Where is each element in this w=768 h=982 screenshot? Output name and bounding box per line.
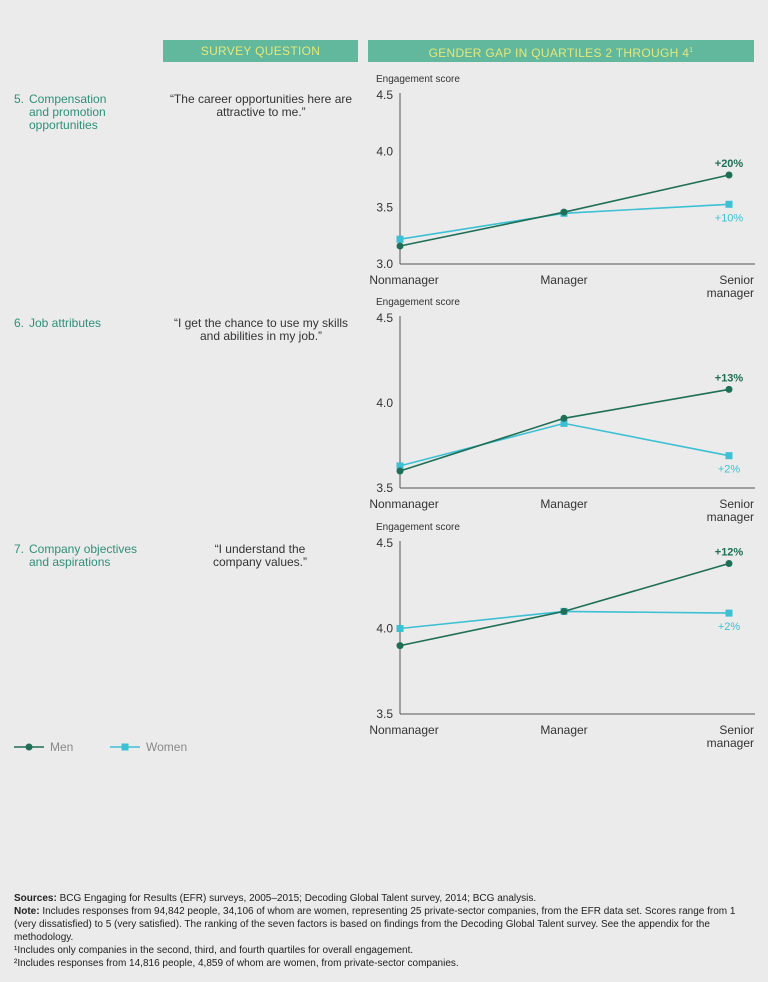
y-tick-label: 4.0 [376, 396, 393, 410]
y-tick-label: 4.5 [376, 311, 393, 325]
x-tick-label: Senior manager [707, 723, 754, 750]
factor-row-7: 7. Company objectives and aspirations [14, 543, 149, 569]
women-marker-icon [110, 743, 140, 751]
y-axis-label: Engagement score [376, 297, 460, 308]
men-point [396, 642, 404, 650]
men-point [560, 414, 568, 422]
sources: Sources: BCG Engaging for Results (EFR) … [14, 892, 754, 905]
note: Note: Includes responses from 94,842 peo… [14, 905, 754, 944]
women-point [396, 235, 404, 243]
women-point [560, 419, 568, 427]
men-point [396, 467, 404, 475]
footnote-marker: 1 [689, 47, 694, 54]
men-point [560, 607, 568, 615]
women-point [396, 625, 404, 632]
women-point [725, 200, 733, 208]
women-gap-label: +2% [718, 464, 741, 476]
men-gap-label: +12% [715, 547, 744, 559]
men-gap-label: +20% [715, 158, 744, 170]
y-tick-label: 3.5 [376, 201, 393, 215]
x-tick-label: Manager [540, 273, 587, 287]
men-line [399, 562, 730, 647]
legend-label: Men [50, 740, 74, 754]
y-axis-label: Engagement score [376, 522, 460, 533]
factor-row-6: 6. Job attributes [14, 317, 134, 330]
factor-row-5: 5. Compensation and promotion opportuniti… [14, 93, 134, 132]
x-tick-label: Senior manager [707, 273, 754, 300]
footnote-1: ¹Includes only companies in the second, … [14, 945, 414, 956]
factor-number: 5. [14, 92, 25, 106]
y-tick-label: 3.5 [376, 707, 393, 721]
men-point [396, 242, 404, 250]
men-point [725, 385, 733, 393]
note-text: Includes responses from 94,842 people, 3… [14, 906, 736, 943]
sources-text: BCG Engaging for Results (EFR) surveys, … [56, 893, 537, 904]
men-point [560, 208, 568, 216]
y-tick-label: 4.0 [376, 622, 393, 636]
sources-label: Sources: [14, 893, 57, 904]
men-point [725, 560, 733, 568]
note-label: Note: [14, 906, 40, 917]
header-survey-question: SURVEY QUESTION [163, 40, 358, 62]
legend-women: Women [110, 740, 187, 754]
x-tick-label: Senior manager [707, 497, 754, 524]
survey-question: “The career opportunities here are attra… [169, 92, 353, 119]
women-line [399, 422, 730, 467]
x-tick-label: Manager [540, 497, 587, 511]
x-tick-label: Nonmanager [369, 497, 438, 511]
factor-number: 6. [14, 316, 25, 330]
y-tick-label: 4.0 [376, 144, 393, 158]
factor-label: Compensation and promotion opportunities [29, 92, 107, 132]
factor-label: Job attributes [29, 316, 102, 330]
survey-question: “I get the chance to use my skills and a… [173, 316, 349, 343]
women-gap-label: +2% [718, 621, 741, 633]
women-point [725, 452, 733, 460]
men-line [399, 388, 730, 472]
factor-label: Company objectives and aspirations [29, 542, 138, 569]
legend-label: Women [146, 740, 188, 754]
notes: Sources: BCG Engaging for Results (EFR) … [14, 892, 754, 970]
women-point [725, 609, 733, 617]
men-marker-icon [14, 743, 44, 751]
men-gap-label: +13% [715, 372, 744, 384]
women-point [396, 462, 404, 470]
y-axis-label: Engagement score [376, 74, 460, 85]
legend-men: Men [14, 740, 73, 754]
y-tick-label: 4.5 [376, 536, 393, 550]
y-tick-label: 3.0 [376, 257, 393, 271]
header-label: SURVEY QUESTION [200, 44, 321, 58]
footnote-2: ²Includes responses from 14,816 people, … [14, 958, 459, 969]
men-point [725, 171, 733, 179]
y-tick-label: 4.5 [376, 88, 393, 102]
x-tick-label: Nonmanager [369, 273, 438, 287]
header-label: GENDER GAP IN QUARTILES 2 THROUGH 4 [428, 46, 690, 60]
x-tick-label: Manager [540, 723, 587, 737]
header-gender-gap: GENDER GAP IN QUARTILES 2 THROUGH 41 [368, 40, 754, 62]
factor-number: 7. [14, 542, 25, 556]
survey-question: “I understand the company values.” [212, 542, 308, 569]
women-gap-label: +10% [715, 212, 744, 224]
y-tick-label: 3.5 [376, 481, 393, 495]
x-tick-label: Nonmanager [369, 723, 438, 737]
